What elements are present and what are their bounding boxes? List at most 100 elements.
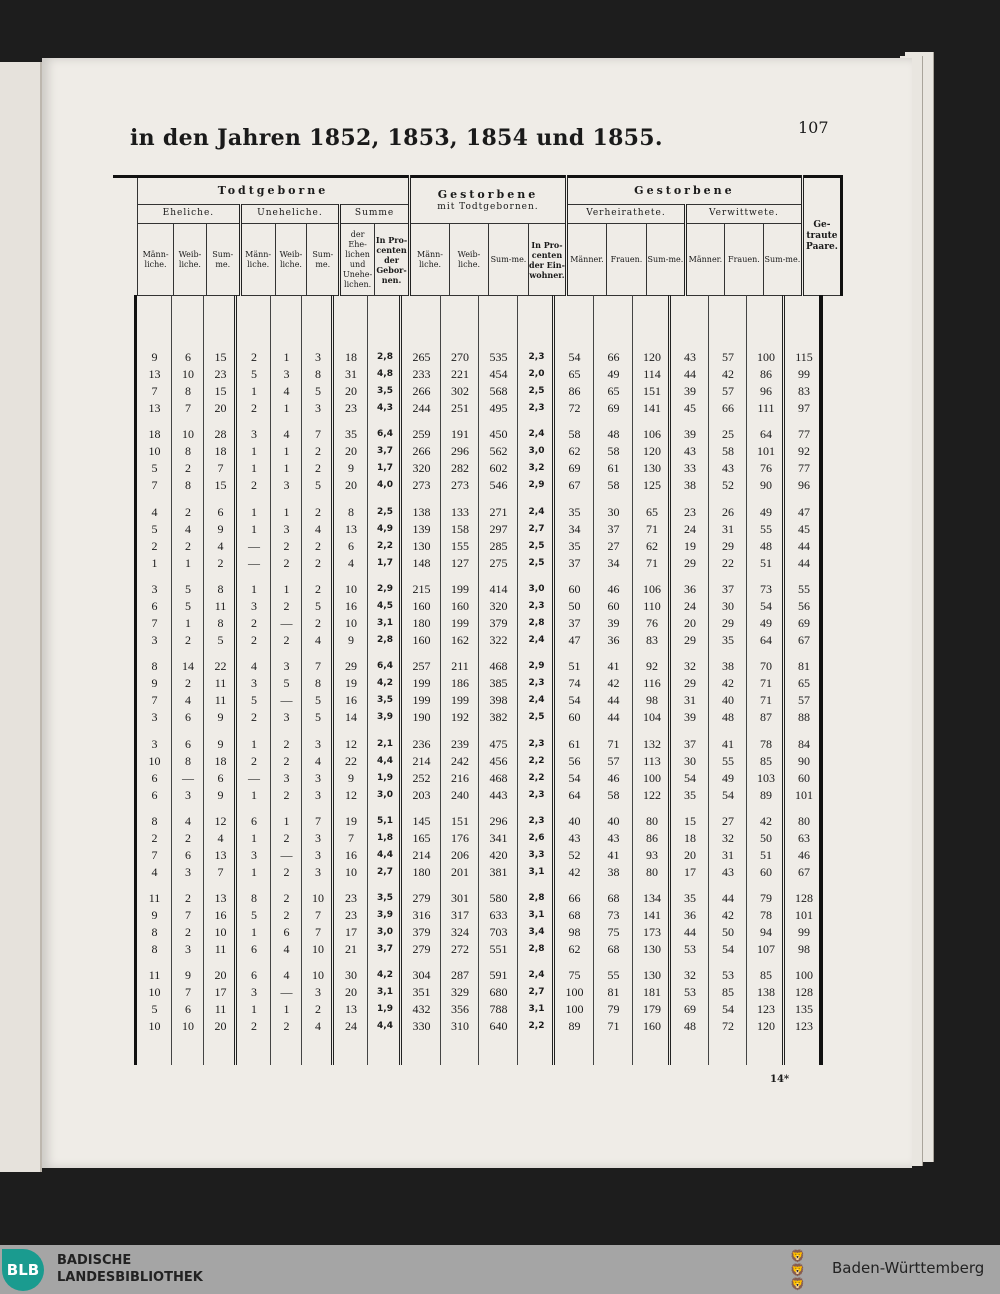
table-cell: 151 <box>451 813 469 828</box>
table-cell: 55 <box>607 968 620 983</box>
table-cell: 317 <box>451 908 469 923</box>
table-cell: 4 <box>185 521 191 536</box>
table-cell: 2 <box>315 615 321 630</box>
table-cell: 15 <box>214 384 227 398</box>
table-cell: 18 <box>345 350 357 364</box>
table-cell: 221 <box>451 367 469 381</box>
table-cell: 37 <box>568 555 581 570</box>
table-cell: 4 <box>151 864 158 879</box>
table-cell: 122 <box>643 787 661 802</box>
table-cell: 8 <box>185 753 191 768</box>
blb-logo[interactable]: BLB <box>2 1249 44 1291</box>
table-cell: 7 <box>151 478 158 493</box>
table-cell: 100 <box>565 985 584 1000</box>
table-cell: 1 <box>251 521 257 536</box>
table-cell: 8 <box>348 504 354 519</box>
table-cell: 2,3 <box>528 600 545 611</box>
table-cell: 186 <box>451 676 469 691</box>
table-cell: 20 <box>345 478 357 493</box>
table-cell: 252 <box>412 770 431 785</box>
table-cell: 382 <box>489 710 508 725</box>
table-cell: 2,3 <box>528 352 545 362</box>
table-cell: 296 <box>489 813 508 828</box>
state-name[interactable]: Baden-Württemberg <box>832 1259 985 1277</box>
subgroup-summe: Summe <box>338 204 410 224</box>
table-cell: 55 <box>760 521 772 536</box>
table-cell: 2,3 <box>528 678 545 689</box>
table-cell: 240 <box>451 787 469 802</box>
table-cell: 30 <box>684 753 696 768</box>
library-name-line2: LANDESBIBLIOTHEK <box>57 1270 203 1285</box>
table-cell: 9 <box>185 968 191 983</box>
col-uneheliche-summe: Sum-me. <box>306 223 341 296</box>
table-cell: 71 <box>760 693 772 708</box>
table-cell: 29 <box>684 555 696 570</box>
table-cell: 44 <box>684 367 696 381</box>
table-cell: 44 <box>722 891 734 906</box>
table-cell: 7 <box>185 985 191 1000</box>
table-cell: 4 <box>315 632 321 647</box>
table-cell: 55 <box>722 753 734 768</box>
table-cell: 6 <box>217 504 224 519</box>
table-cell: 57 <box>722 350 734 364</box>
table-cell: 39 <box>684 710 696 725</box>
table-cell: 48 <box>760 538 772 553</box>
table-cell: 54 <box>568 770 581 785</box>
table-cell: 2,5 <box>528 540 545 551</box>
table-cell: 568 <box>489 384 508 398</box>
table-cell: 72 <box>722 1019 734 1034</box>
table-cell: 7 <box>217 864 224 879</box>
table-cell: — <box>280 847 293 862</box>
table-cell: 3,1 <box>528 866 545 877</box>
table-cell: 20 <box>214 401 227 415</box>
table-cell: — <box>248 770 260 785</box>
table-cell: 158 <box>451 521 469 536</box>
column-rule <box>785 295 823 1065</box>
column-rule <box>172 295 204 1065</box>
table-cell: 214 <box>412 753 431 768</box>
table-cell: — <box>280 615 293 630</box>
table-cell: 18 <box>684 830 696 845</box>
table-cell: 6,4 <box>377 661 393 672</box>
table-cell: 128 <box>795 985 813 1000</box>
table-cell: 3,5 <box>377 386 393 396</box>
table-cell: 34 <box>568 521 581 536</box>
table-cell: 7 <box>151 615 158 630</box>
table-cell: 23 <box>214 367 227 381</box>
table-cell: 32 <box>722 830 734 845</box>
table-cell: 42 <box>722 908 734 923</box>
table-cell: 65 <box>607 384 620 398</box>
table-cell: 60 <box>568 710 581 725</box>
table-cell: 133 <box>451 504 469 519</box>
library-name[interactable]: BADISCHE LANDESBIBLIOTHEK <box>57 1252 203 1286</box>
table-cell: 4 <box>251 659 257 674</box>
table-cell: 141 <box>643 908 661 923</box>
table-cell: 7 <box>315 427 321 442</box>
table-cell: 3 <box>151 581 158 596</box>
table-cell: 8 <box>185 444 191 459</box>
table-cell: 155 <box>451 538 469 553</box>
table-cell: 270 <box>451 350 469 364</box>
table-cell: 1,9 <box>377 1004 393 1015</box>
table-cell: 5,1 <box>377 815 393 826</box>
table-cell: 17 <box>345 925 357 940</box>
table-cell: 106 <box>643 581 661 596</box>
table-cell: 66 <box>722 401 734 415</box>
table-cell: 1 <box>251 864 257 879</box>
table-cell: 18 <box>148 427 161 442</box>
table-cell: 242 <box>451 753 469 768</box>
table-cell: 44 <box>684 925 696 940</box>
table-cell: 2,8 <box>528 893 545 904</box>
table-cell: 1 <box>151 555 158 570</box>
table-cell: 279 <box>412 891 431 906</box>
table-cell: 4 <box>348 555 354 570</box>
column-rule <box>402 295 441 1065</box>
table-cell: 3 <box>185 787 191 802</box>
table-cell: 2 <box>151 830 158 845</box>
table-cell: 3 <box>251 427 257 442</box>
table-cell: 8 <box>185 384 191 398</box>
table-cell: 4,4 <box>377 755 393 766</box>
group-gestorbene-mit-subtitle: mit Todtgebornen. <box>437 201 539 212</box>
table-cell: 2 <box>251 478 257 493</box>
table-cell: 48 <box>722 710 734 725</box>
